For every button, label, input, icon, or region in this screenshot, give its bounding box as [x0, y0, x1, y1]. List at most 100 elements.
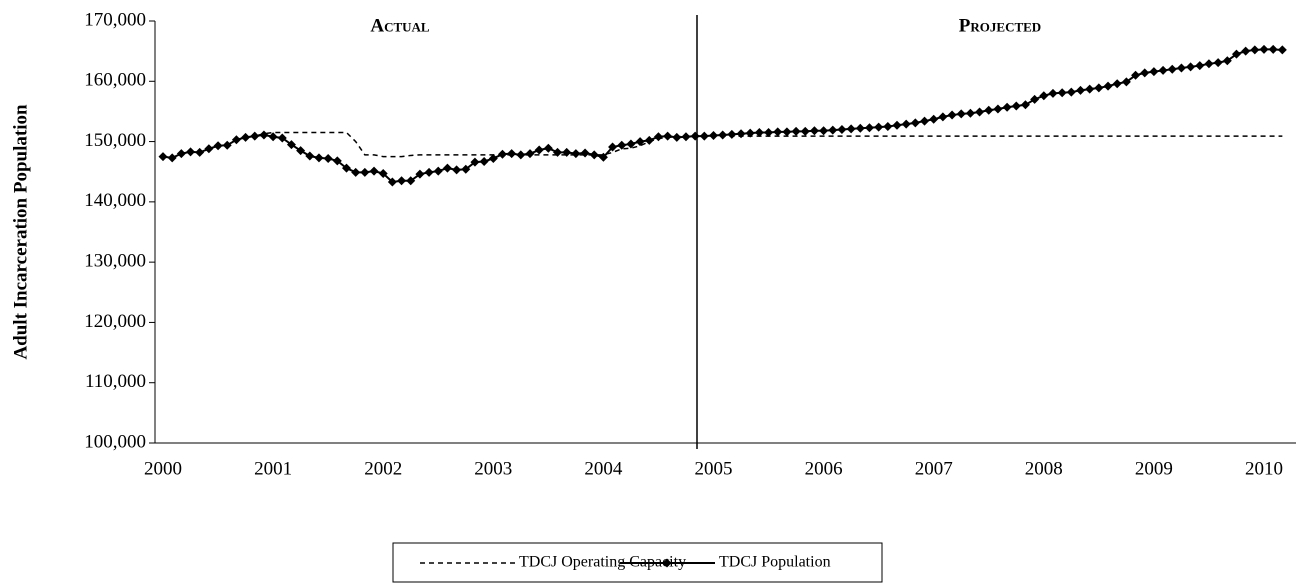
data-point [736, 129, 746, 139]
data-point [553, 147, 563, 157]
data-point [1176, 63, 1186, 73]
data-point [1002, 102, 1012, 112]
data-point [846, 124, 856, 134]
data-point [406, 176, 416, 186]
data-point [213, 141, 223, 151]
data-point [470, 157, 480, 167]
data-point [1057, 88, 1067, 98]
legend-label: TDCJ Population [719, 554, 831, 571]
data-point [754, 128, 764, 138]
y-tick-label: 120,000 [84, 311, 146, 332]
data-point [250, 131, 260, 141]
legend-marker [662, 558, 672, 568]
series-line [162, 48, 1283, 184]
data-point [800, 126, 810, 136]
data-point [543, 143, 553, 153]
data-point [1149, 67, 1159, 77]
data-point [699, 131, 709, 141]
data-point [910, 118, 920, 128]
data-point [259, 130, 269, 140]
data-point [837, 125, 847, 135]
data-point [644, 135, 654, 145]
y-axis-title: Adult Incarceration Population [10, 104, 31, 360]
data-point [828, 125, 838, 135]
data-point [672, 132, 682, 142]
data-point [1213, 58, 1223, 68]
data-point [809, 126, 819, 136]
data-point [268, 132, 278, 142]
data-point [176, 149, 186, 159]
data-point [1222, 56, 1232, 66]
x-tick-label: 2003 [474, 458, 512, 479]
data-point [415, 169, 425, 179]
data-point [709, 131, 718, 141]
data-point [855, 123, 865, 133]
data-point [929, 114, 939, 124]
x-tick-label: 2004 [584, 458, 623, 479]
data-point [452, 165, 462, 175]
data-point [1020, 100, 1030, 110]
data-point [1204, 59, 1214, 69]
data-point [874, 122, 884, 132]
data-point [883, 122, 893, 131]
data-point [387, 177, 397, 187]
data-point [397, 176, 407, 186]
data-point [488, 153, 498, 163]
data-point [635, 137, 645, 147]
data-point [1103, 81, 1113, 91]
data-point [461, 164, 471, 174]
data-point [580, 148, 590, 158]
data-point [204, 144, 214, 154]
data-point [1259, 44, 1269, 54]
data-point [984, 105, 994, 115]
data-point [516, 150, 526, 160]
data-point [314, 153, 324, 163]
annotation: Projected [959, 15, 1041, 36]
data-point [598, 152, 608, 162]
x-tick-label: 2009 [1135, 458, 1173, 479]
data-point [901, 119, 911, 129]
data-point [653, 132, 663, 142]
data-point [608, 142, 618, 152]
data-point [231, 135, 241, 145]
y-tick-label: 130,000 [84, 251, 146, 272]
data-point [342, 163, 351, 173]
data-point [938, 112, 948, 122]
data-point [158, 152, 168, 162]
data-point [195, 147, 205, 157]
data-point [1167, 64, 1177, 74]
x-tick-label: 2000 [144, 458, 182, 479]
data-point [727, 129, 737, 139]
data-point [1066, 87, 1076, 97]
x-tick-label: 2008 [1025, 458, 1063, 479]
data-point [296, 146, 306, 156]
data-point [525, 149, 535, 159]
data-point [351, 167, 361, 177]
data-point [1094, 83, 1104, 93]
x-tick-label: 2002 [364, 458, 402, 479]
data-point [1030, 94, 1040, 104]
legend-label: TDCJ Operating Capacity [519, 554, 686, 571]
x-tick-label: 2010 [1245, 458, 1283, 479]
data-point [1195, 61, 1205, 71]
y-tick-label: 160,000 [84, 70, 146, 91]
data-point [332, 156, 342, 166]
data-point [617, 140, 627, 150]
data-point [1158, 65, 1168, 75]
x-tick-label: 2005 [695, 458, 733, 479]
data-point [479, 156, 489, 166]
data-point [589, 150, 599, 160]
data-point [1039, 91, 1049, 101]
y-tick-label: 140,000 [84, 190, 146, 211]
data-point [1140, 68, 1150, 78]
data-point [1085, 84, 1095, 94]
data-point [167, 153, 177, 163]
x-tick-label: 2001 [254, 458, 292, 479]
data-point [277, 133, 287, 143]
data-point [819, 126, 829, 136]
data-point [1277, 45, 1287, 55]
data-point [975, 107, 985, 117]
data-point [1011, 101, 1021, 111]
data-point [442, 163, 452, 173]
